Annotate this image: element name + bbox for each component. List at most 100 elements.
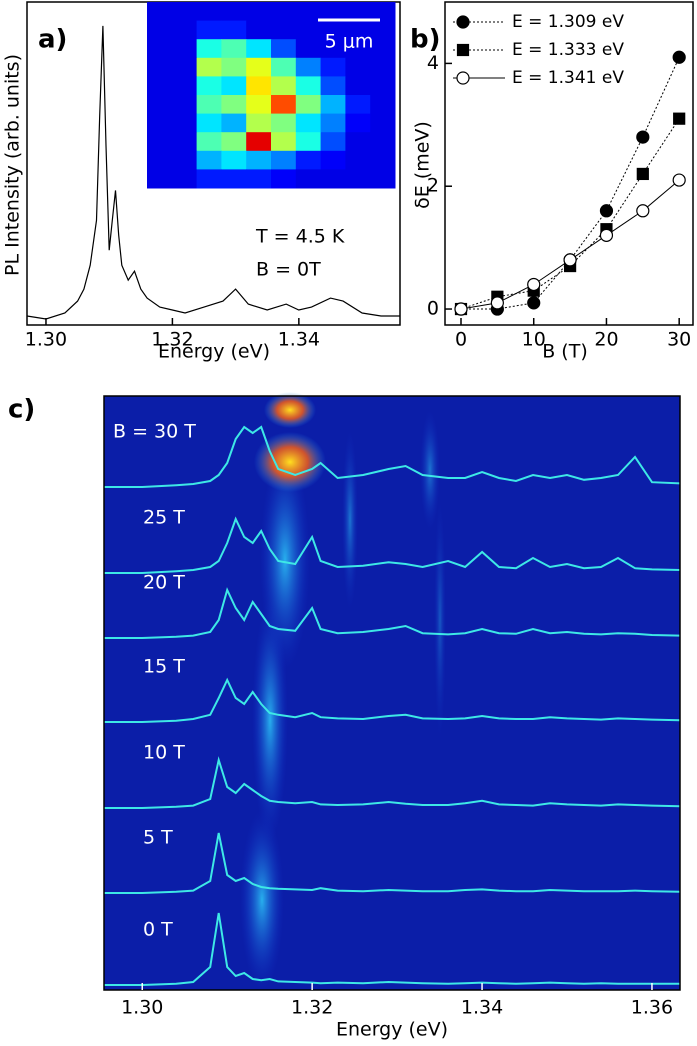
x-tick-label: 1.30 <box>25 329 67 351</box>
heatmap-cell <box>171 2 198 22</box>
heatmap-cell <box>295 57 322 77</box>
marker <box>636 167 649 181</box>
heatmap-cell <box>221 132 247 152</box>
heatmap-cell <box>196 169 222 189</box>
heatmap-cell <box>196 95 222 115</box>
legend-label: E = 1.333 eV <box>512 40 624 60</box>
heatmap-cell <box>370 95 396 115</box>
marker <box>454 302 468 316</box>
heatmap-cell <box>147 2 173 22</box>
glow <box>264 392 316 428</box>
x-tick-label: 0 <box>455 329 467 351</box>
heatmap-cell <box>171 169 198 189</box>
glow <box>240 810 284 990</box>
marker <box>563 253 577 267</box>
spectrum-trace <box>104 912 680 986</box>
heatmap-cell <box>196 57 222 77</box>
heatmap-cell <box>320 150 346 170</box>
plot-frame <box>103 395 681 991</box>
x-axis-label: Energy (eV) <box>336 1019 448 1041</box>
annotation: B = 0T <box>256 259 321 281</box>
heatmap-cell <box>147 169 173 189</box>
spectrum <box>26 25 400 320</box>
x-tick-label: 1.36 <box>631 997 673 1019</box>
heatmap-cell <box>271 57 297 77</box>
y-tick-label: 0 <box>427 298 439 320</box>
trace-label: 5 T <box>143 827 173 849</box>
heatmap-cell <box>345 169 371 189</box>
y-tick-label: 2 <box>427 175 439 197</box>
heatmap-cell <box>196 150 222 170</box>
heatmap-cell <box>370 2 396 22</box>
x-tick-label: 10 <box>522 329 546 351</box>
heatmap-cell <box>271 95 297 115</box>
heatmap-cell <box>221 150 247 170</box>
marker <box>636 130 650 144</box>
marker <box>527 296 541 310</box>
heatmap-cell <box>320 39 346 59</box>
heatmap-cell <box>171 95 198 115</box>
glow <box>420 410 440 530</box>
x-tick-label: 1.34 <box>461 997 503 1019</box>
heatmap-cell <box>221 39 247 59</box>
heatmap-cell <box>171 113 198 133</box>
heatmap-cell <box>171 20 198 40</box>
heatmap-cell <box>147 95 173 115</box>
heatmap-cell <box>171 150 198 170</box>
y-tick-label: 4 <box>427 52 439 74</box>
legend-marker <box>456 43 470 57</box>
y-axis-label: PL Intensity (arb. units) <box>2 54 24 276</box>
heatmap-cell <box>320 132 346 152</box>
marker <box>599 204 614 218</box>
heatmap-cell <box>295 95 322 115</box>
x-axis-label: Energy (eV) <box>158 341 270 363</box>
heatmap-cell <box>370 132 396 152</box>
heatmap-cell <box>295 169 322 189</box>
glow <box>342 430 358 610</box>
heatmap-cell <box>370 39 396 59</box>
heatmap-cell <box>271 76 297 96</box>
heatmap-cell <box>345 132 371 152</box>
legend-marker <box>456 71 470 85</box>
x-tick-label: 1.32 <box>151 329 193 351</box>
heatmap-cell <box>221 169 247 189</box>
heatmap-cell <box>345 2 371 22</box>
heatmap-cell <box>271 20 297 40</box>
heatmap-cell <box>171 76 198 96</box>
heatmap-cell <box>196 132 222 152</box>
heatmap-cell <box>246 39 272 59</box>
heatmap-cell <box>246 150 272 170</box>
heatmap-cell <box>320 95 346 115</box>
heatmap-cell <box>345 95 371 115</box>
heatmap-cell <box>345 113 371 133</box>
heatmap-cell <box>345 20 371 40</box>
heatmap-cell <box>295 20 322 40</box>
spectrum-trace <box>104 425 681 488</box>
heatmap-cell <box>320 20 346 40</box>
heatmap-cell <box>295 150 322 170</box>
heatmap-cell <box>271 39 297 59</box>
legend-label: E = 1.309 eV <box>512 12 624 32</box>
marker <box>599 228 614 242</box>
trace-label: 0 T <box>143 919 173 941</box>
heatmap-cell <box>370 113 396 133</box>
annotation: T = 4.5 K <box>255 226 345 248</box>
heatmap-cell <box>345 150 371 170</box>
x-axis-label: B (T) <box>542 341 588 363</box>
heatmap-cell <box>370 20 396 40</box>
trace-label: 10 T <box>143 742 185 764</box>
heatmap-cell <box>320 113 346 133</box>
trace-label: 20 T <box>143 572 185 594</box>
heatmap-cell <box>196 113 222 133</box>
x-tick-label: 1.32 <box>291 997 333 1019</box>
marker <box>636 204 650 218</box>
heatmap-cell <box>370 57 396 77</box>
plot-frame <box>444 1 694 326</box>
heatmap-cell <box>271 113 297 133</box>
heatmap-cell <box>246 132 272 152</box>
heatmap-cell <box>320 57 346 77</box>
trace-label: B = 30 T <box>113 421 196 443</box>
heatmap-cell <box>345 57 371 77</box>
heatmap-cell <box>271 2 297 22</box>
